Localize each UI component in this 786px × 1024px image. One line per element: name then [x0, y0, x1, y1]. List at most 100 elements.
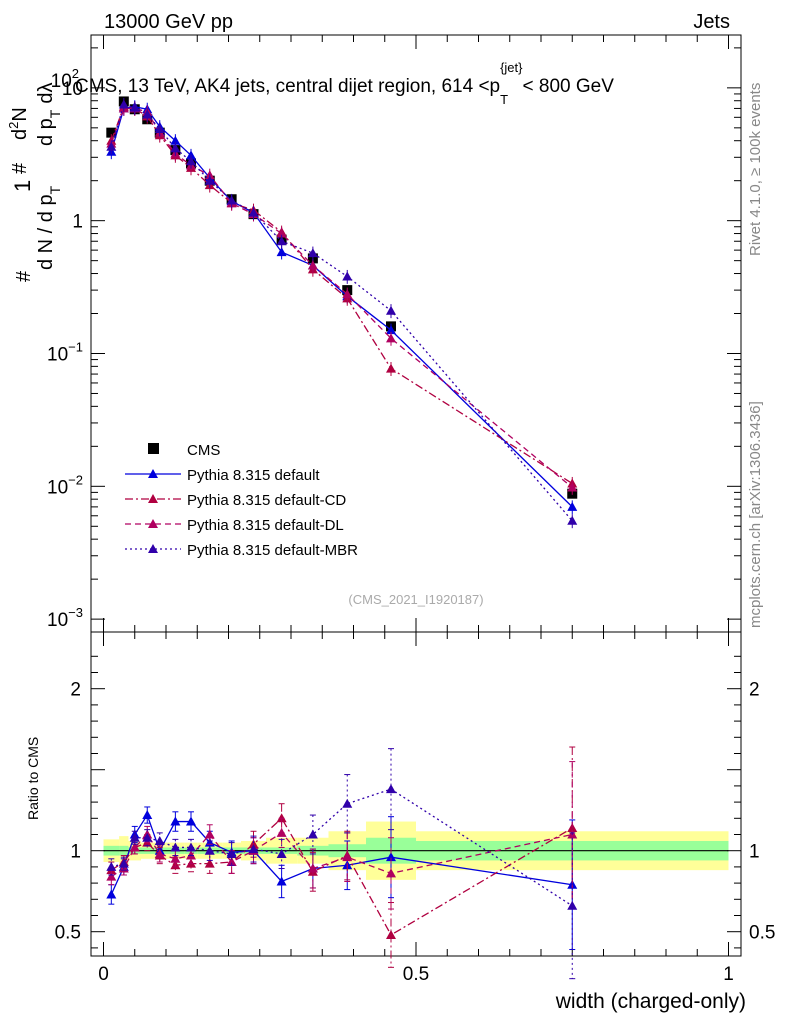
- ylabel-denominator-1: d N / d pT: [35, 185, 63, 270]
- main-ytick-label: 102: [51, 66, 79, 92]
- point-dl: [567, 482, 578, 492]
- ratio-point-dl: [154, 848, 165, 858]
- ratio-point-dl: [276, 827, 287, 837]
- point-mbr: [142, 109, 153, 119]
- point-mbr: [186, 156, 196, 166]
- main-ytick-label: 10: [62, 79, 83, 100]
- ratio-point-default: [276, 876, 287, 886]
- legend-label: Pythia 8.315 default-DL: [187, 517, 344, 534]
- ratio-point-mbr: [276, 848, 287, 858]
- ratio-plot-frame: [90, 631, 742, 957]
- header-category: Jets: [693, 11, 730, 33]
- ratio-point-dl: [386, 868, 396, 878]
- ylabel-numerator-1: 1: [10, 180, 35, 192]
- ratio-point-dl: [170, 853, 181, 863]
- point-mbr: [170, 143, 181, 153]
- main-ytick-label: 10−3: [47, 605, 83, 631]
- main-x-axis: [103, 35, 729, 632]
- legend-item-cd: Pythia 8.315 default-CD: [125, 492, 346, 509]
- point-mbr: [129, 102, 140, 112]
- legend-label: Pythia 8.315 default-MBR: [187, 542, 358, 559]
- main-series-layer: [106, 96, 578, 529]
- ratio-point-dl: [342, 852, 353, 862]
- ylabel-denominator-2: d pTdλ: [35, 83, 63, 147]
- point-default: [276, 247, 287, 257]
- legend-item-cms: CMS: [148, 442, 220, 459]
- ratio-point-mbr: [129, 832, 140, 842]
- ratio-series-default: [106, 806, 578, 951]
- ratio-point-mbr: [118, 858, 129, 868]
- ratio-ytick-label-right: 0.5: [749, 923, 775, 944]
- legend-item-mbr: Pythia 8.315 default-MBR: [125, 542, 358, 559]
- cms-point: [106, 127, 117, 138]
- ratio-point-mbr: [204, 845, 215, 855]
- point-mbr: [118, 99, 129, 109]
- point-mbr: [248, 207, 259, 217]
- ratio-y-label: Ratio to CMS: [25, 737, 41, 820]
- ratio-point-default: [386, 852, 396, 862]
- main-plot-title: CMS, 13 TeV, AK4 jets, central dijet reg…: [75, 60, 614, 107]
- ratio-bands: [103, 821, 729, 880]
- ratio-point-dl: [307, 863, 318, 873]
- ratio-ytick-label: 1: [70, 842, 81, 863]
- main-ytick-label: 10−2: [47, 472, 83, 498]
- ratio-point-default: [186, 816, 196, 826]
- point-mbr: [567, 515, 578, 525]
- point-cd: [386, 363, 396, 373]
- series-dl: [106, 101, 578, 495]
- point-mbr: [204, 175, 215, 185]
- watermark: (CMS_2021_I1920187): [348, 592, 483, 607]
- ratio-point-cd: [204, 858, 215, 868]
- main-ytick-label: 10−1: [47, 339, 83, 365]
- ratio-point-cd: [386, 929, 396, 939]
- point-default: [170, 135, 181, 145]
- series-default: [106, 100, 578, 515]
- ratio-point-mbr: [386, 784, 396, 794]
- ratio-ytick-label: 0.5: [55, 923, 81, 944]
- ylabel-hash-1: #: [13, 270, 35, 282]
- point-dl: [342, 289, 353, 299]
- ratio-point-dl: [106, 871, 117, 881]
- ylabel-hash-2: #: [9, 162, 31, 174]
- legend-marker: [148, 443, 159, 454]
- ratio-line-mbr: [111, 788, 573, 907]
- legend-item-default: Pythia 8.315 default: [125, 467, 320, 484]
- x-axis-label: width (charged-only): [555, 990, 746, 1013]
- main-ytick-label: 1: [72, 212, 83, 233]
- point-mbr: [276, 236, 287, 246]
- ratio-point-mbr: [567, 900, 578, 910]
- ratio-point-mbr: [154, 835, 165, 845]
- ratio-point-dl: [204, 829, 215, 839]
- legend-marker: [148, 544, 158, 553]
- legend-marker: [148, 519, 158, 528]
- point-mbr: [307, 248, 318, 258]
- ylabel-numerator-2: d2N: [6, 107, 31, 140]
- point-default: [386, 325, 396, 335]
- side-mcplots-label: mcplots.cern.ch [arXiv:1306.3436]: [747, 401, 764, 628]
- ratio-x-axis: 0 0.5 1: [98, 632, 734, 985]
- series-line-cd: [110, 106, 573, 485]
- ratio-point-mbr: [106, 861, 117, 871]
- ratio-point-mbr: [186, 842, 196, 852]
- point-mbr: [106, 141, 117, 151]
- point-mbr: [342, 271, 353, 281]
- point-dl: [386, 333, 396, 343]
- ratio-series-mbr: [106, 748, 578, 980]
- ratio-point-mbr: [307, 829, 318, 839]
- header-collision: 13000 GeV pp: [104, 11, 233, 33]
- ratio-ytick-label: 2: [70, 680, 81, 701]
- point-default: [567, 501, 578, 511]
- ratio-ytick-label-right: 1: [749, 842, 760, 863]
- legend-label: Pythia 8.315 default: [187, 467, 320, 484]
- legend-item-dl: Pythia 8.315 default-DL: [125, 517, 344, 534]
- legend: CMS Pythia 8.315 default Pythia 8.315 defa…: [125, 442, 358, 559]
- ratio-xtick-label: 1: [723, 964, 734, 985]
- point-dl: [276, 228, 287, 238]
- point-mbr: [154, 124, 165, 134]
- ratio-point-dl: [129, 842, 140, 852]
- legend-label: CMS: [187, 442, 220, 459]
- ratio-point-default: [106, 889, 117, 899]
- legend-marker: [148, 469, 158, 478]
